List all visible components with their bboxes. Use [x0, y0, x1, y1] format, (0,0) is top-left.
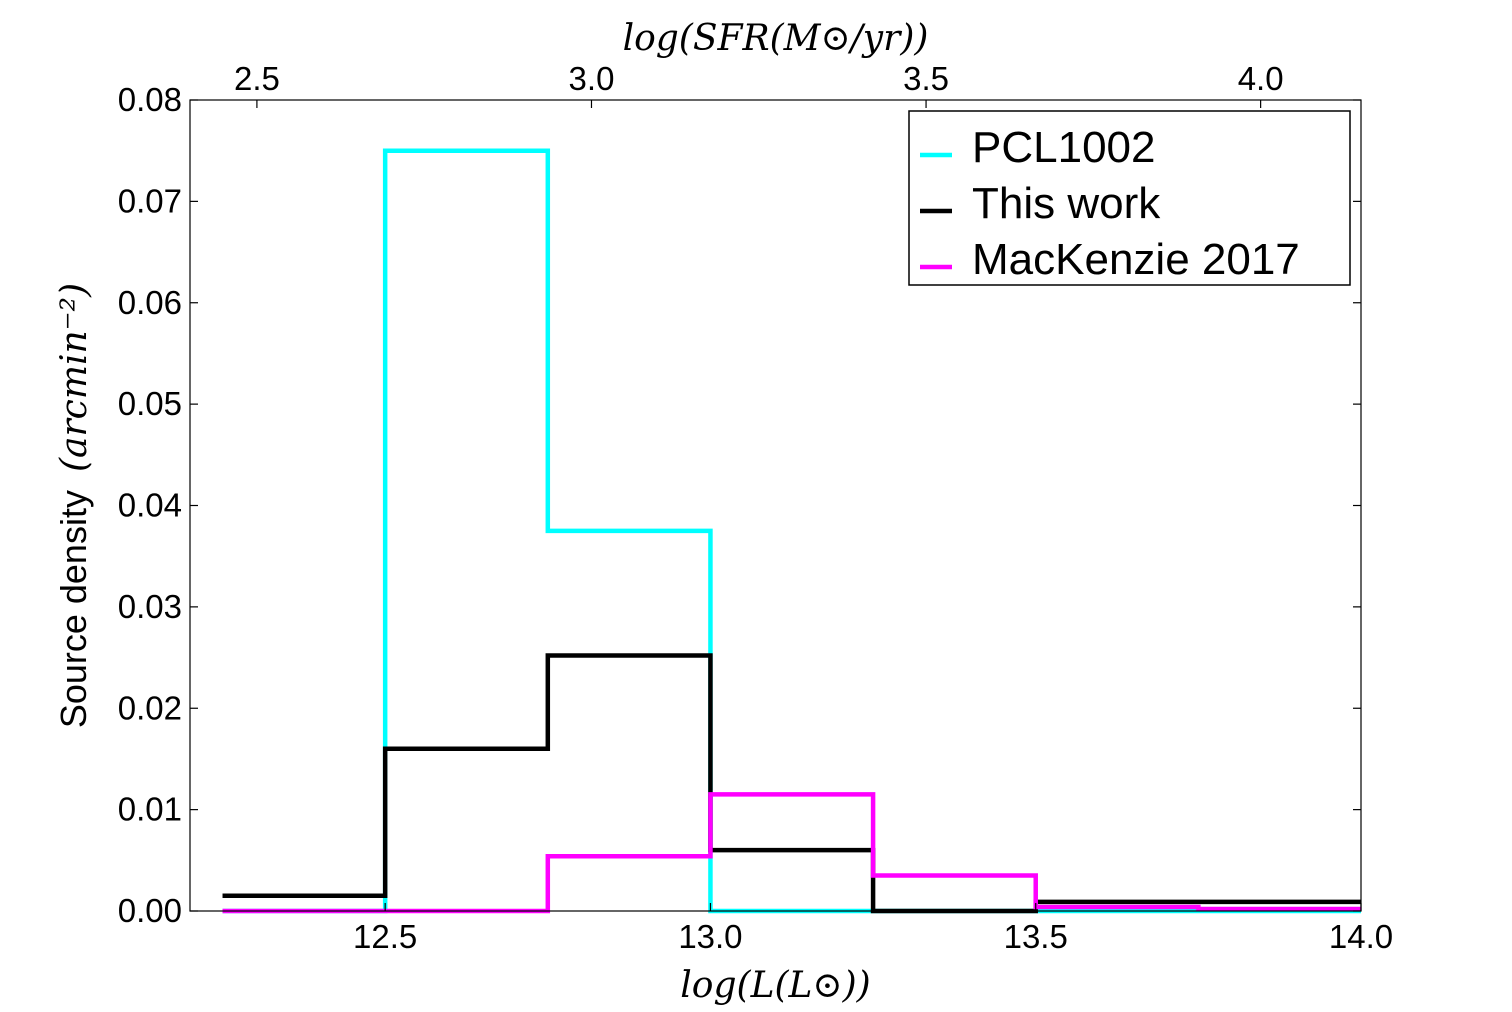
x2-tick-label: 4.0: [1238, 60, 1284, 97]
x-axis-label: log(L(L⊙)): [680, 965, 870, 1006]
y-tick-label: 0.05: [118, 385, 182, 422]
y-axis-label-text: Source density: [53, 490, 94, 728]
y-tick-label: 0.08: [118, 81, 182, 118]
x-tick-label: 13.5: [1004, 918, 1068, 955]
x-tick-label: 13.0: [678, 918, 742, 955]
legend-label-1: This work: [972, 179, 1161, 228]
y-tick-label: 0.06: [118, 284, 182, 321]
x2-tick-label: 3.0: [569, 60, 615, 97]
y-tick-label: 0.01: [118, 791, 182, 828]
y-tick-label: 0.00: [118, 892, 182, 929]
y-tick-label: 0.04: [118, 487, 182, 524]
x-tick-label: 14.0: [1329, 918, 1393, 955]
x2-tick-label: 3.5: [903, 60, 949, 97]
legend: PCL1002 This work MacKenzie 2017: [908, 110, 1351, 286]
series-line-2: [222, 792, 1361, 914]
x2-tick-label: 2.5: [234, 60, 280, 97]
y-axis-label-unit: (arcmin⁻²): [54, 283, 95, 472]
legend-box: [908, 110, 1351, 286]
y-axis-label: Source density (arcmin⁻²): [53, 283, 95, 728]
y-tick-label: 0.02: [118, 689, 182, 726]
y-tick-label: 0.03: [118, 588, 182, 625]
top-x-axis-label: log(SFR(M⊙/yr)): [623, 18, 929, 59]
legend-label-2: MacKenzie 2017: [972, 235, 1300, 284]
series-line-1: [222, 653, 1361, 914]
legend-label-0: PCL1002: [972, 123, 1155, 172]
y-tick-label: 0.07: [118, 182, 182, 219]
x-tick-label: 12.5: [353, 918, 417, 955]
tick-layer: 0.00 0.01 0.02 0.03 0.04 0.05 0.06 0.07 0.08 12.5…: [118, 60, 1393, 955]
